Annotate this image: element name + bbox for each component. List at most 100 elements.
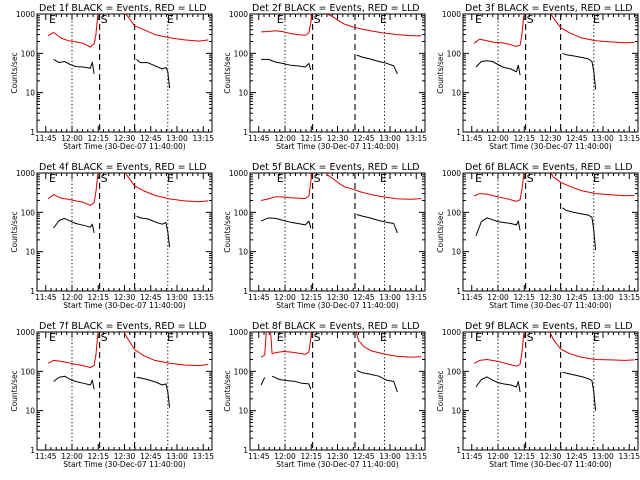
- x-tick-label: 12:15: [300, 134, 322, 143]
- x-tick-label: 12:30: [327, 134, 349, 143]
- event-marker-label: S: [101, 331, 108, 344]
- x-tick-label: 13:15: [192, 134, 214, 143]
- y-tick-label: 1: [30, 446, 35, 455]
- y-tick-label: 1: [243, 446, 248, 455]
- plot-frame: [249, 172, 426, 292]
- y-tick-label: 100: [447, 49, 462, 58]
- x-tick-label: 13:15: [192, 452, 214, 461]
- lld-series-line: [355, 332, 422, 358]
- events-series-line: [136, 59, 171, 89]
- chart-title: Det 8f BLACK = Events, RED = LLD: [252, 321, 420, 332]
- x-tick-label: 12:00: [61, 293, 83, 302]
- x-tick-label: 11:45: [35, 452, 57, 461]
- lld-series-line: [550, 173, 635, 197]
- events-series-line: [136, 215, 171, 248]
- x-tick-label: 11:45: [248, 134, 270, 143]
- x-tick-label: 12:45: [353, 452, 375, 461]
- x-tick-label: 12:00: [274, 452, 296, 461]
- x-tick-label: 12:45: [140, 452, 162, 461]
- y-tick-label: 10: [25, 248, 35, 257]
- y-tick-label: 10: [238, 89, 248, 98]
- events-series-line: [562, 207, 597, 251]
- y-tick-label: 1000: [16, 169, 35, 178]
- event-marker-label: S: [527, 331, 534, 344]
- event-marker-label: E: [475, 331, 482, 344]
- events-series-line: [53, 58, 95, 74]
- events-series-line: [271, 375, 312, 390]
- event-marker-label: E: [593, 13, 600, 26]
- y-tick-label: 10: [451, 407, 461, 416]
- y-tick-label: 1: [243, 128, 248, 137]
- plot-frame: [36, 13, 213, 133]
- event-marker-label: E: [167, 13, 174, 26]
- events-series-line: [136, 376, 171, 408]
- y-tick-label: 10: [451, 89, 461, 98]
- event-marker-label: E: [593, 172, 600, 185]
- y-tick-label: 100: [21, 49, 36, 58]
- plot-frame: [462, 13, 639, 133]
- lld-series-line: [124, 173, 209, 203]
- y-tick-label: 1000: [229, 10, 248, 19]
- y-tick-label: 10: [238, 407, 248, 416]
- event-marker-label: E: [277, 172, 284, 185]
- x-tick-label: 11:45: [461, 293, 483, 302]
- x-tick-label: 12:45: [566, 293, 588, 302]
- x-tick-label: 12:30: [540, 452, 562, 461]
- y-tick-label: 100: [447, 208, 462, 217]
- x-tick-label: 11:45: [35, 134, 57, 143]
- x-tick-label: 12:30: [540, 293, 562, 302]
- x-tick-label: 12:15: [513, 134, 535, 143]
- chart-title: Det 4f BLACK = Events, RED = LLD: [39, 162, 207, 173]
- x-tick-label: 12:00: [487, 134, 509, 143]
- lld-series-line: [47, 332, 100, 368]
- events-series-line: [260, 377, 266, 386]
- lld-series-line: [473, 14, 525, 47]
- y-axis-label: Counts/sec: [436, 370, 445, 411]
- lld-series-line: [326, 14, 422, 37]
- x-tick-label: 13:00: [379, 452, 401, 461]
- chart-panel: Det 8f BLACK = Events, RED = LLD 1 10 100 10…: [223, 321, 427, 469]
- y-tick-label: 1: [30, 287, 35, 296]
- plot-frame: [36, 331, 213, 451]
- x-axis-label: Start Time (30-Dec-07 11:40:00): [276, 142, 398, 151]
- events-series-line: [562, 52, 597, 90]
- x-tick-label: 12:15: [513, 452, 535, 461]
- x-tick-label: 12:15: [300, 452, 322, 461]
- y-tick-label: 1000: [442, 328, 461, 337]
- x-axis-label: Start Time (30-Dec-07 11:40:00): [276, 460, 398, 469]
- lld-series-line: [47, 14, 99, 48]
- event-marker-label: S: [527, 13, 534, 26]
- events-series-line: [562, 371, 597, 411]
- plot-frame: [249, 13, 426, 133]
- y-tick-label: 10: [451, 248, 461, 257]
- y-axis-label: Counts/sec: [436, 211, 445, 252]
- y-tick-label: 1000: [442, 169, 461, 178]
- chart-title: Det 7f BLACK = Events, RED = LLD: [39, 321, 207, 332]
- x-tick-label: 12:00: [274, 134, 296, 143]
- lld-series-line: [260, 173, 313, 201]
- events-series-line: [356, 214, 398, 234]
- x-tick-label: 12:30: [114, 293, 136, 302]
- x-tick-label: 12:30: [114, 134, 136, 143]
- y-tick-label: 10: [238, 248, 248, 257]
- plot-frame: [462, 331, 639, 451]
- chart-panel: Det 2f BLACK = Events, RED = LLD 1 10 100 10…: [223, 3, 427, 151]
- x-axis-label: Start Time (30-Dec-07 11:40:00): [489, 460, 611, 469]
- y-tick-label: 10: [25, 407, 35, 416]
- x-axis-label: Start Time (30-Dec-07 11:40:00): [489, 142, 611, 151]
- chart-panel: Det 1f BLACK = Events, RED = LLD 1 10 100 10…: [10, 3, 214, 151]
- chart-panel: Det 5f BLACK = Events, RED = LLD 1 10 100 10…: [223, 162, 427, 310]
- x-axis-label: Start Time (30-Dec-07 11:40:00): [489, 301, 611, 310]
- events-series-line: [356, 54, 398, 75]
- y-tick-label: 1000: [229, 328, 248, 337]
- x-axis-label: Start Time (30-Dec-07 11:40:00): [63, 142, 185, 151]
- chart-panel: Det 3f BLACK = Events, RED = LLD 1 10 100 10…: [436, 3, 640, 151]
- plot-frame: [462, 172, 639, 292]
- x-tick-label: 12:45: [566, 452, 588, 461]
- event-marker-label: E: [167, 172, 174, 185]
- event-marker-label: S: [314, 13, 321, 26]
- event-marker-label: E: [475, 13, 482, 26]
- x-tick-label: 13:15: [192, 293, 214, 302]
- lld-series-line: [325, 173, 422, 200]
- lld-series-line: [473, 173, 525, 202]
